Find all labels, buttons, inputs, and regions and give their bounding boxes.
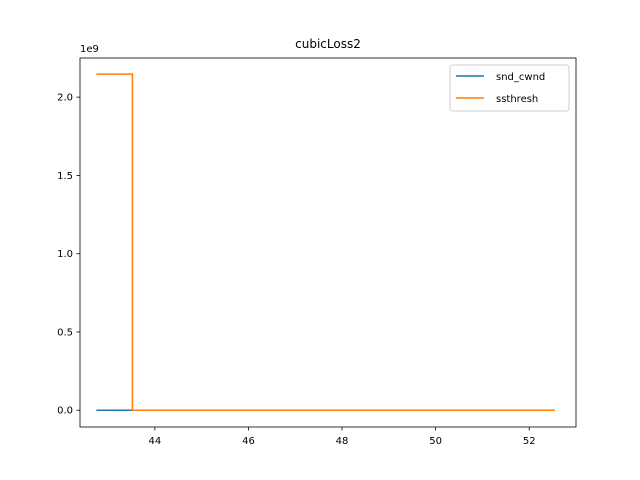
legend-label: snd_cwnd [496,72,545,83]
y-offset-label: 1e9 [80,44,99,55]
legend-label: ssthresh [496,94,538,105]
chart-title: cubicLoss2 [295,37,361,51]
y-tick-label: 0.5 [57,327,73,338]
axes: 44 46 48 50 52 0.0 0.5 1.0 1.5 2.0 [57,57,577,447]
axes-frame [79,57,577,428]
y-tick-label: 1.5 [57,171,73,182]
x-tick-label: 50 [429,436,442,447]
legend: snd_cwnd ssthresh [449,64,570,112]
y-tick-label: 1.0 [57,249,73,260]
x-tick-label: 48 [336,436,349,447]
y-tick-label: 0.0 [57,406,73,417]
x-tick-label: 44 [149,436,162,447]
series-line-ssthresh [96,73,555,411]
x-tick-label: 46 [242,436,255,447]
plot-area [96,73,555,411]
x-tick-label: 52 [523,436,536,447]
y-tick-label: 2.0 [57,93,73,104]
